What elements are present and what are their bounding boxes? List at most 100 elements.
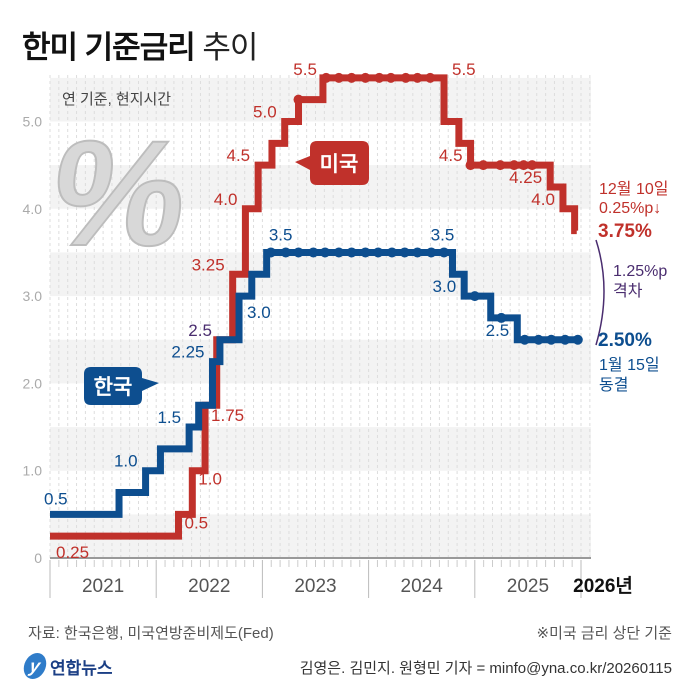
us-hold-dot bbox=[293, 94, 304, 105]
kr-hold-dot bbox=[560, 334, 571, 345]
us-value-label: 4.25 bbox=[509, 168, 542, 187]
kr-hold-dot bbox=[399, 247, 410, 258]
us-value-label: 3.25 bbox=[192, 255, 225, 274]
us-hold-dot bbox=[518, 160, 529, 171]
x-tick-label: 2025 bbox=[507, 576, 549, 597]
chart-title-bold: 한미 기준금리 bbox=[22, 30, 196, 65]
us-value-label: 5.5 bbox=[293, 60, 317, 79]
kr-bubble-label: 한국 bbox=[94, 376, 133, 399]
y-tick-label: 5.0 bbox=[23, 114, 43, 130]
data-labels: 0.25 0.5 1.0 1.75 3.25 4.0 4.5 5.0 5.5 5.5 4.5 4.25… bbox=[44, 60, 555, 562]
us-hold-dot bbox=[425, 72, 436, 83]
kr-hold-dot bbox=[412, 247, 423, 258]
credit-line: 김영은. 김민지. 원형민 기자 = minfo@yna.co.kr/20260… bbox=[299, 660, 672, 677]
gap-value: 1.25%p bbox=[613, 263, 667, 280]
us-hold-dot bbox=[400, 72, 411, 83]
kr-hold-dot bbox=[533, 334, 544, 345]
us-rate-line bbox=[50, 74, 579, 540]
us-hold-dot bbox=[412, 72, 423, 83]
kr-value-label: 0.5 bbox=[44, 489, 68, 508]
us-hold-dot bbox=[478, 160, 489, 171]
us-hold-dot bbox=[321, 72, 332, 83]
kr-hold-dot bbox=[265, 247, 276, 258]
percent-icon: % bbox=[40, 109, 199, 278]
y-tick-label: 3.0 bbox=[23, 288, 43, 304]
series-layer bbox=[50, 72, 583, 540]
us-hold-dot bbox=[509, 160, 520, 171]
us-last-change: 0.25%p↓ bbox=[599, 200, 661, 217]
kr-last-status: 동결 bbox=[599, 376, 628, 394]
kr-hold-dot bbox=[439, 247, 450, 258]
kr-hold-dot bbox=[572, 334, 583, 345]
kr-hold-dot bbox=[546, 334, 557, 345]
source-note: 자료: 한국은행, 미국연방준비제도(Fed) bbox=[28, 625, 274, 642]
yonhap-logo-icon: y bbox=[21, 653, 49, 679]
basis-note: 연 기준, 현지시간 bbox=[62, 91, 171, 108]
us-hold-dot bbox=[360, 72, 371, 83]
us-hold-dot bbox=[495, 160, 506, 171]
chart-title: 한미 기준금리 추이 bbox=[22, 22, 258, 67]
y-tick-label: 4.0 bbox=[23, 201, 43, 217]
us-value-label: 5.0 bbox=[253, 103, 277, 122]
kr-hold-dot bbox=[386, 247, 397, 258]
kr-hold-dot bbox=[496, 312, 507, 323]
us-hold-dot bbox=[465, 160, 476, 171]
y-tick-label: 2.0 bbox=[23, 375, 43, 391]
us-hold-dot bbox=[333, 72, 344, 83]
x-tick-label: 2024 bbox=[401, 576, 444, 597]
us-value-label: 1.75 bbox=[211, 406, 244, 425]
gap-bracket bbox=[595, 239, 605, 346]
us-hold-dot bbox=[527, 160, 538, 171]
kr-value-label: 3.5 bbox=[431, 225, 455, 244]
kr-hold-dot bbox=[346, 247, 357, 258]
x-tick-label: 2026년 bbox=[573, 575, 633, 597]
chart-title-light: 추이 bbox=[202, 30, 258, 65]
band bbox=[50, 427, 591, 471]
us-value-label: 4.0 bbox=[214, 190, 238, 209]
kr-last-value: 2.50% bbox=[598, 330, 652, 351]
us-value-label: 0.25 bbox=[56, 543, 89, 562]
us-bubble: 미국 bbox=[295, 141, 369, 185]
basis-footnote: ※미국 금리 상단 기준 bbox=[536, 625, 672, 642]
us-value-label: 4.5 bbox=[439, 146, 463, 165]
gap-label: 격차 bbox=[613, 282, 643, 300]
kr-hold-dot bbox=[426, 247, 437, 258]
kr-bubble: 한국 bbox=[84, 367, 159, 405]
x-tick-label: 2023 bbox=[294, 576, 336, 597]
kr-hold-dot bbox=[293, 247, 304, 258]
yonhap-logo-text: 연합뉴스 bbox=[50, 658, 113, 678]
kr-hold-dot bbox=[373, 247, 384, 258]
us-hold-dot bbox=[374, 72, 385, 83]
kr-rate-line bbox=[50, 248, 577, 518]
us-value-label: 4.0 bbox=[531, 190, 555, 209]
kr-hold-dot bbox=[469, 291, 480, 302]
kr-value-label: 3.0 bbox=[433, 277, 457, 296]
yonhap-logo: y 연합뉴스 bbox=[21, 653, 113, 679]
us-bubble-label: 미국 bbox=[320, 153, 359, 176]
kr-hold-dot bbox=[519, 334, 530, 345]
y-axis: 0 1.0 2.0 3.0 4.0 5.0 bbox=[23, 114, 43, 567]
us-value-label: 4.5 bbox=[227, 146, 251, 165]
kr-hold-dot bbox=[333, 247, 344, 258]
svg-text:%: % bbox=[41, 110, 198, 277]
kr-value-label: 3.0 bbox=[247, 303, 271, 322]
us-last-date: 12월 10일 bbox=[599, 180, 668, 198]
band bbox=[50, 252, 591, 297]
us-value-label: 1.0 bbox=[198, 470, 222, 489]
x-axis: 2021 2022 2023 2024 2025 2026년 bbox=[49, 557, 633, 598]
kr-value-label: 2.5 bbox=[188, 321, 212, 340]
y-tick-label: 1.0 bbox=[23, 463, 43, 479]
us-value-label: 0.5 bbox=[185, 513, 209, 532]
us-last-value: 3.75% bbox=[598, 221, 652, 242]
kr-value-label: 2.5 bbox=[486, 321, 510, 340]
kr-hold-dot bbox=[320, 247, 331, 258]
kr-value-label: 1.5 bbox=[157, 408, 181, 427]
kr-value-label: 1.0 bbox=[114, 452, 138, 471]
us-hold-dot bbox=[346, 72, 357, 83]
kr-hold-dot bbox=[280, 247, 291, 258]
x-tick-label: 2022 bbox=[188, 576, 230, 597]
x-tick-label: 2021 bbox=[82, 576, 124, 597]
us-hold-dot bbox=[385, 72, 396, 83]
kr-last-date: 1월 15일 bbox=[599, 356, 660, 374]
